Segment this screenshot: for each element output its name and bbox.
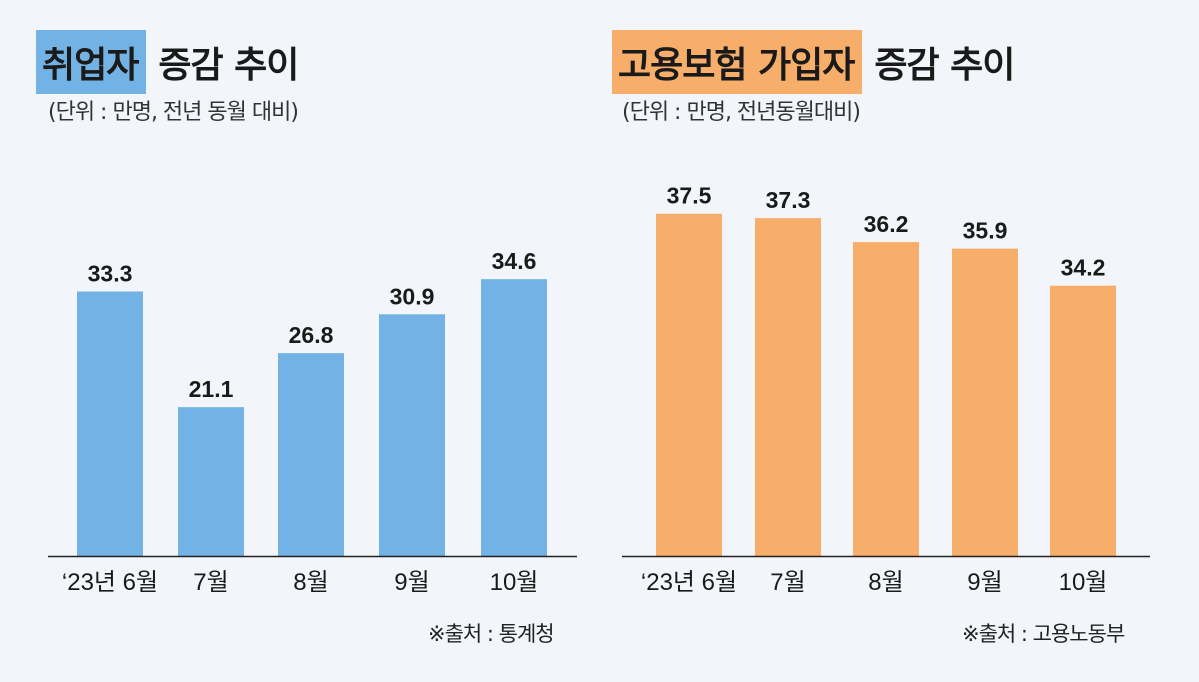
x-tick-label: ‘23년 6월 (641, 569, 737, 596)
x-tick-label: 8월 (293, 569, 328, 596)
bar (853, 242, 919, 556)
left-chart-title: 취업자 증감 추이 (36, 30, 299, 94)
bar (481, 279, 547, 556)
data-label: 35.9 (963, 218, 1008, 244)
right-chart-title: 고용보험 가입자 증감 추이 (612, 30, 1015, 94)
data-label: 37.5 (667, 183, 712, 209)
data-label: 37.3 (766, 187, 811, 213)
x-tick-label: 8월 (868, 569, 903, 596)
title-rest: 증감 추이 (158, 45, 299, 86)
right-chart-subtitle: (단위 : 만명, 전년동월대비) (622, 100, 861, 125)
bar (952, 248, 1018, 556)
data-label: 36.2 (864, 211, 909, 237)
data-label: 34.2 (1061, 255, 1106, 281)
x-tick-label: 10월 (490, 569, 539, 596)
left-chart-source: ※출처 : 통계청 (428, 622, 555, 646)
title-highlight: 취업자 (36, 30, 147, 94)
x-tick-label: 7월 (770, 569, 805, 596)
x-tick-label: 9월 (967, 569, 1002, 596)
x-tick-label: 7월 (193, 569, 228, 596)
x-tick-label: ‘23년 6월 (62, 569, 158, 596)
right-chart-source: ※출처 : 고용노동부 (962, 622, 1125, 646)
data-label: 33.3 (88, 261, 133, 287)
data-label: 34.6 (492, 248, 537, 274)
bar (178, 407, 244, 556)
title-highlight: 고용보험 가입자 (612, 30, 863, 94)
bar (379, 314, 445, 556)
data-label: 21.1 (189, 376, 234, 402)
bar (77, 291, 143, 556)
bar (1050, 285, 1116, 556)
x-tick-label: 10월 (1059, 569, 1108, 596)
left-chart-subtitle: (단위 : 만명, 전년 동월 대비) (48, 100, 299, 125)
bar (656, 213, 722, 557)
bar (755, 218, 821, 556)
data-label: 26.8 (289, 322, 334, 348)
bar (278, 353, 344, 556)
data-label: 30.9 (390, 283, 435, 309)
title-rest: 증감 추이 (874, 45, 1015, 86)
x-tick-label: 9월 (394, 569, 429, 596)
